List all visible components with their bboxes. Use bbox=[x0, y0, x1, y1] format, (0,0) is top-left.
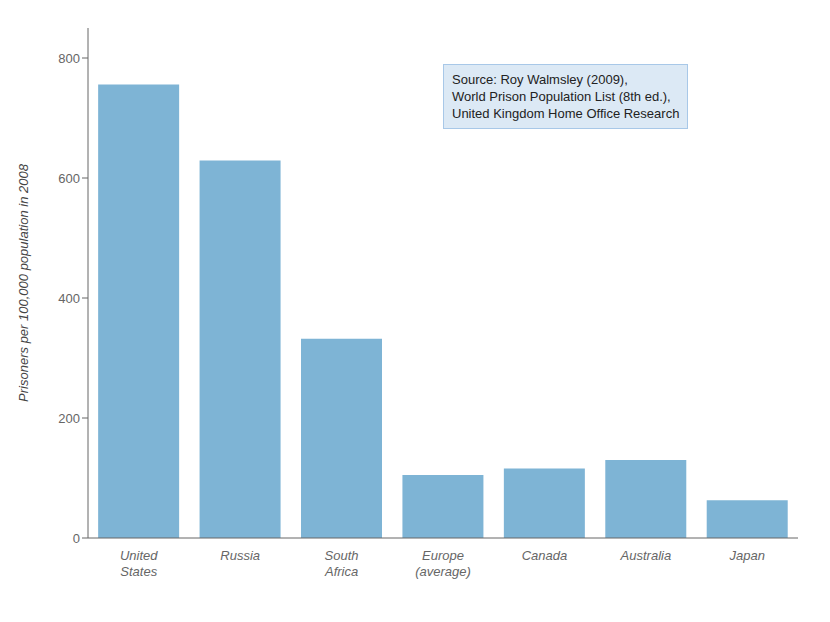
svg-text:Russia: Russia bbox=[220, 548, 260, 563]
svg-text:Australia: Australia bbox=[620, 548, 672, 563]
svg-text:200: 200 bbox=[58, 411, 80, 426]
svg-text:Japan: Japan bbox=[729, 548, 765, 563]
svg-text:0: 0 bbox=[73, 531, 80, 546]
svg-text:800: 800 bbox=[58, 51, 80, 66]
svg-text:600: 600 bbox=[58, 171, 80, 186]
svg-text:Canada: Canada bbox=[522, 548, 568, 563]
svg-text:SouthAfrica: SouthAfrica bbox=[324, 548, 359, 579]
svg-text:400: 400 bbox=[58, 291, 80, 306]
svg-text:Prisoners per 100,000 populati: Prisoners per 100,000 population in 2008 bbox=[16, 163, 31, 402]
svg-text:UnitedStates: UnitedStates bbox=[120, 548, 158, 579]
html-text:Source: Roy Walmsley (2009), W: Source: Roy Walmsley (2009), World Priso… bbox=[452, 71, 680, 121]
svg-text:Europe(average): Europe(average) bbox=[415, 548, 471, 579]
